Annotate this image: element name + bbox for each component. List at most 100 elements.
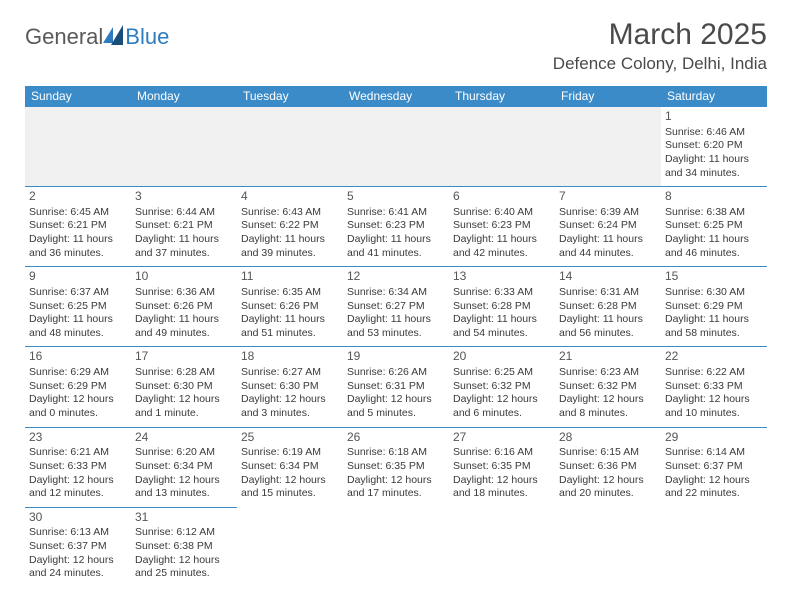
day-number: 18 — [241, 349, 339, 365]
calendar-cell — [25, 107, 131, 187]
sunset-text: Sunset: 6:25 PM — [29, 300, 127, 314]
sunrise-text: Sunrise: 6:37 AM — [29, 286, 127, 300]
daylight-text: Daylight: 11 hours and 34 minutes. — [665, 153, 763, 180]
day-number: 22 — [665, 349, 763, 365]
sunset-text: Sunset: 6:29 PM — [665, 300, 763, 314]
daylight-text: Daylight: 11 hours and 36 minutes. — [29, 233, 127, 260]
title-block: March 2025 Defence Colony, Delhi, India — [553, 18, 767, 74]
sunrise-text: Sunrise: 6:30 AM — [665, 286, 763, 300]
daylight-text: Daylight: 11 hours and 37 minutes. — [135, 233, 233, 260]
month-title: March 2025 — [553, 18, 767, 52]
calendar-cell: 3Sunrise: 6:44 AMSunset: 6:21 PMDaylight… — [131, 187, 237, 267]
sunset-text: Sunset: 6:31 PM — [347, 380, 445, 394]
sunrise-text: Sunrise: 6:36 AM — [135, 286, 233, 300]
calendar-cell: 7Sunrise: 6:39 AMSunset: 6:24 PMDaylight… — [555, 187, 661, 267]
daylight-text: Daylight: 12 hours and 17 minutes. — [347, 474, 445, 501]
sunrise-text: Sunrise: 6:25 AM — [453, 366, 551, 380]
calendar-cell: 26Sunrise: 6:18 AMSunset: 6:35 PMDayligh… — [343, 427, 449, 507]
sunrise-text: Sunrise: 6:26 AM — [347, 366, 445, 380]
calendar-cell: 24Sunrise: 6:20 AMSunset: 6:34 PMDayligh… — [131, 427, 237, 507]
day-number: 28 — [559, 430, 657, 446]
sunset-text: Sunset: 6:30 PM — [241, 380, 339, 394]
daylight-text: Daylight: 12 hours and 15 minutes. — [241, 474, 339, 501]
sunset-text: Sunset: 6:21 PM — [29, 219, 127, 233]
day-number: 5 — [347, 189, 445, 205]
day-number: 26 — [347, 430, 445, 446]
sunset-text: Sunset: 6:35 PM — [453, 460, 551, 474]
calendar-cell — [449, 107, 555, 187]
calendar-cell: 14Sunrise: 6:31 AMSunset: 6:28 PMDayligh… — [555, 267, 661, 347]
daylight-text: Daylight: 12 hours and 0 minutes. — [29, 393, 127, 420]
logo-text-2: Blue — [125, 24, 169, 50]
day-number: 16 — [29, 349, 127, 365]
calendar-cell — [343, 507, 449, 587]
sunrise-text: Sunrise: 6:16 AM — [453, 446, 551, 460]
sunset-text: Sunset: 6:22 PM — [241, 219, 339, 233]
calendar-body: 1Sunrise: 6:46 AMSunset: 6:20 PMDaylight… — [25, 107, 767, 587]
sunrise-text: Sunrise: 6:33 AM — [453, 286, 551, 300]
day-number: 31 — [135, 510, 233, 526]
sunrise-text: Sunrise: 6:20 AM — [135, 446, 233, 460]
sunset-text: Sunset: 6:34 PM — [241, 460, 339, 474]
header: General Blue March 2025 Defence Colony, … — [25, 18, 767, 74]
day-number: 19 — [347, 349, 445, 365]
sunrise-text: Sunrise: 6:27 AM — [241, 366, 339, 380]
calendar-cell — [131, 107, 237, 187]
week-row: 23Sunrise: 6:21 AMSunset: 6:33 PMDayligh… — [25, 427, 767, 507]
calendar-cell: 23Sunrise: 6:21 AMSunset: 6:33 PMDayligh… — [25, 427, 131, 507]
calendar-cell — [449, 507, 555, 587]
day-number: 24 — [135, 430, 233, 446]
calendar-cell: 13Sunrise: 6:33 AMSunset: 6:28 PMDayligh… — [449, 267, 555, 347]
daylight-text: Daylight: 12 hours and 8 minutes. — [559, 393, 657, 420]
sunset-text: Sunset: 6:37 PM — [665, 460, 763, 474]
sunset-text: Sunset: 6:28 PM — [559, 300, 657, 314]
daylight-text: Daylight: 12 hours and 20 minutes. — [559, 474, 657, 501]
daylight-text: Daylight: 11 hours and 41 minutes. — [347, 233, 445, 260]
header-saturday: Saturday — [661, 86, 767, 107]
sunset-text: Sunset: 6:33 PM — [29, 460, 127, 474]
sunrise-text: Sunrise: 6:23 AM — [559, 366, 657, 380]
calendar-cell: 20Sunrise: 6:25 AMSunset: 6:32 PMDayligh… — [449, 347, 555, 427]
sunrise-text: Sunrise: 6:34 AM — [347, 286, 445, 300]
calendar-cell: 25Sunrise: 6:19 AMSunset: 6:34 PMDayligh… — [237, 427, 343, 507]
header-sunday: Sunday — [25, 86, 131, 107]
calendar-table: Sunday Monday Tuesday Wednesday Thursday… — [25, 86, 767, 587]
day-number: 6 — [453, 189, 551, 205]
daylight-text: Daylight: 12 hours and 18 minutes. — [453, 474, 551, 501]
sunset-text: Sunset: 6:36 PM — [559, 460, 657, 474]
day-number: 27 — [453, 430, 551, 446]
day-number: 25 — [241, 430, 339, 446]
header-monday: Monday — [131, 86, 237, 107]
daylight-text: Daylight: 11 hours and 39 minutes. — [241, 233, 339, 260]
week-row: 2Sunrise: 6:45 AMSunset: 6:21 PMDaylight… — [25, 187, 767, 267]
sunset-text: Sunset: 6:29 PM — [29, 380, 127, 394]
daylight-text: Daylight: 12 hours and 6 minutes. — [453, 393, 551, 420]
calendar-cell: 2Sunrise: 6:45 AMSunset: 6:21 PMDaylight… — [25, 187, 131, 267]
calendar-cell: 10Sunrise: 6:36 AMSunset: 6:26 PMDayligh… — [131, 267, 237, 347]
sunrise-text: Sunrise: 6:40 AM — [453, 206, 551, 220]
sunrise-text: Sunrise: 6:46 AM — [665, 126, 763, 140]
sunrise-text: Sunrise: 6:18 AM — [347, 446, 445, 460]
sunrise-text: Sunrise: 6:21 AM — [29, 446, 127, 460]
sunset-text: Sunset: 6:26 PM — [241, 300, 339, 314]
daylight-text: Daylight: 11 hours and 54 minutes. — [453, 313, 551, 340]
sunrise-text: Sunrise: 6:12 AM — [135, 526, 233, 540]
calendar-cell: 29Sunrise: 6:14 AMSunset: 6:37 PMDayligh… — [661, 427, 767, 507]
sunrise-text: Sunrise: 6:29 AM — [29, 366, 127, 380]
daylight-text: Daylight: 11 hours and 58 minutes. — [665, 313, 763, 340]
day-number: 9 — [29, 269, 127, 285]
daylight-text: Daylight: 11 hours and 51 minutes. — [241, 313, 339, 340]
sunrise-text: Sunrise: 6:41 AM — [347, 206, 445, 220]
calendar-cell: 22Sunrise: 6:22 AMSunset: 6:33 PMDayligh… — [661, 347, 767, 427]
sunset-text: Sunset: 6:23 PM — [347, 219, 445, 233]
sunrise-text: Sunrise: 6:39 AM — [559, 206, 657, 220]
calendar-cell: 11Sunrise: 6:35 AMSunset: 6:26 PMDayligh… — [237, 267, 343, 347]
day-number: 8 — [665, 189, 763, 205]
calendar-cell: 4Sunrise: 6:43 AMSunset: 6:22 PMDaylight… — [237, 187, 343, 267]
calendar-cell: 16Sunrise: 6:29 AMSunset: 6:29 PMDayligh… — [25, 347, 131, 427]
week-row: 9Sunrise: 6:37 AMSunset: 6:25 PM Daylight… — [25, 267, 767, 347]
calendar-cell: 21Sunrise: 6:23 AMSunset: 6:32 PMDayligh… — [555, 347, 661, 427]
daylight-text: Daylight: 12 hours and 22 minutes. — [665, 474, 763, 501]
daylight-text: Daylight: 12 hours and 12 minutes. — [29, 474, 127, 501]
sunset-text: Sunset: 6:33 PM — [665, 380, 763, 394]
